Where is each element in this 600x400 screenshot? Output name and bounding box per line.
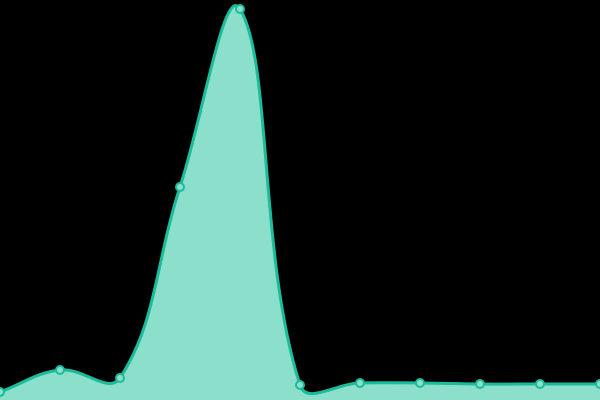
data-point — [475, 379, 485, 389]
data-point — [0, 387, 5, 397]
line-stroke — [0, 4, 600, 396]
data-point — [595, 379, 600, 389]
data-point — [175, 182, 185, 192]
data-point — [355, 378, 365, 388]
data-point — [535, 379, 545, 389]
data-point — [415, 378, 425, 388]
data-point — [235, 4, 245, 14]
data-point — [55, 365, 65, 375]
data-point — [295, 380, 305, 390]
area-fill — [0, 5, 600, 400]
data-point — [115, 373, 125, 383]
